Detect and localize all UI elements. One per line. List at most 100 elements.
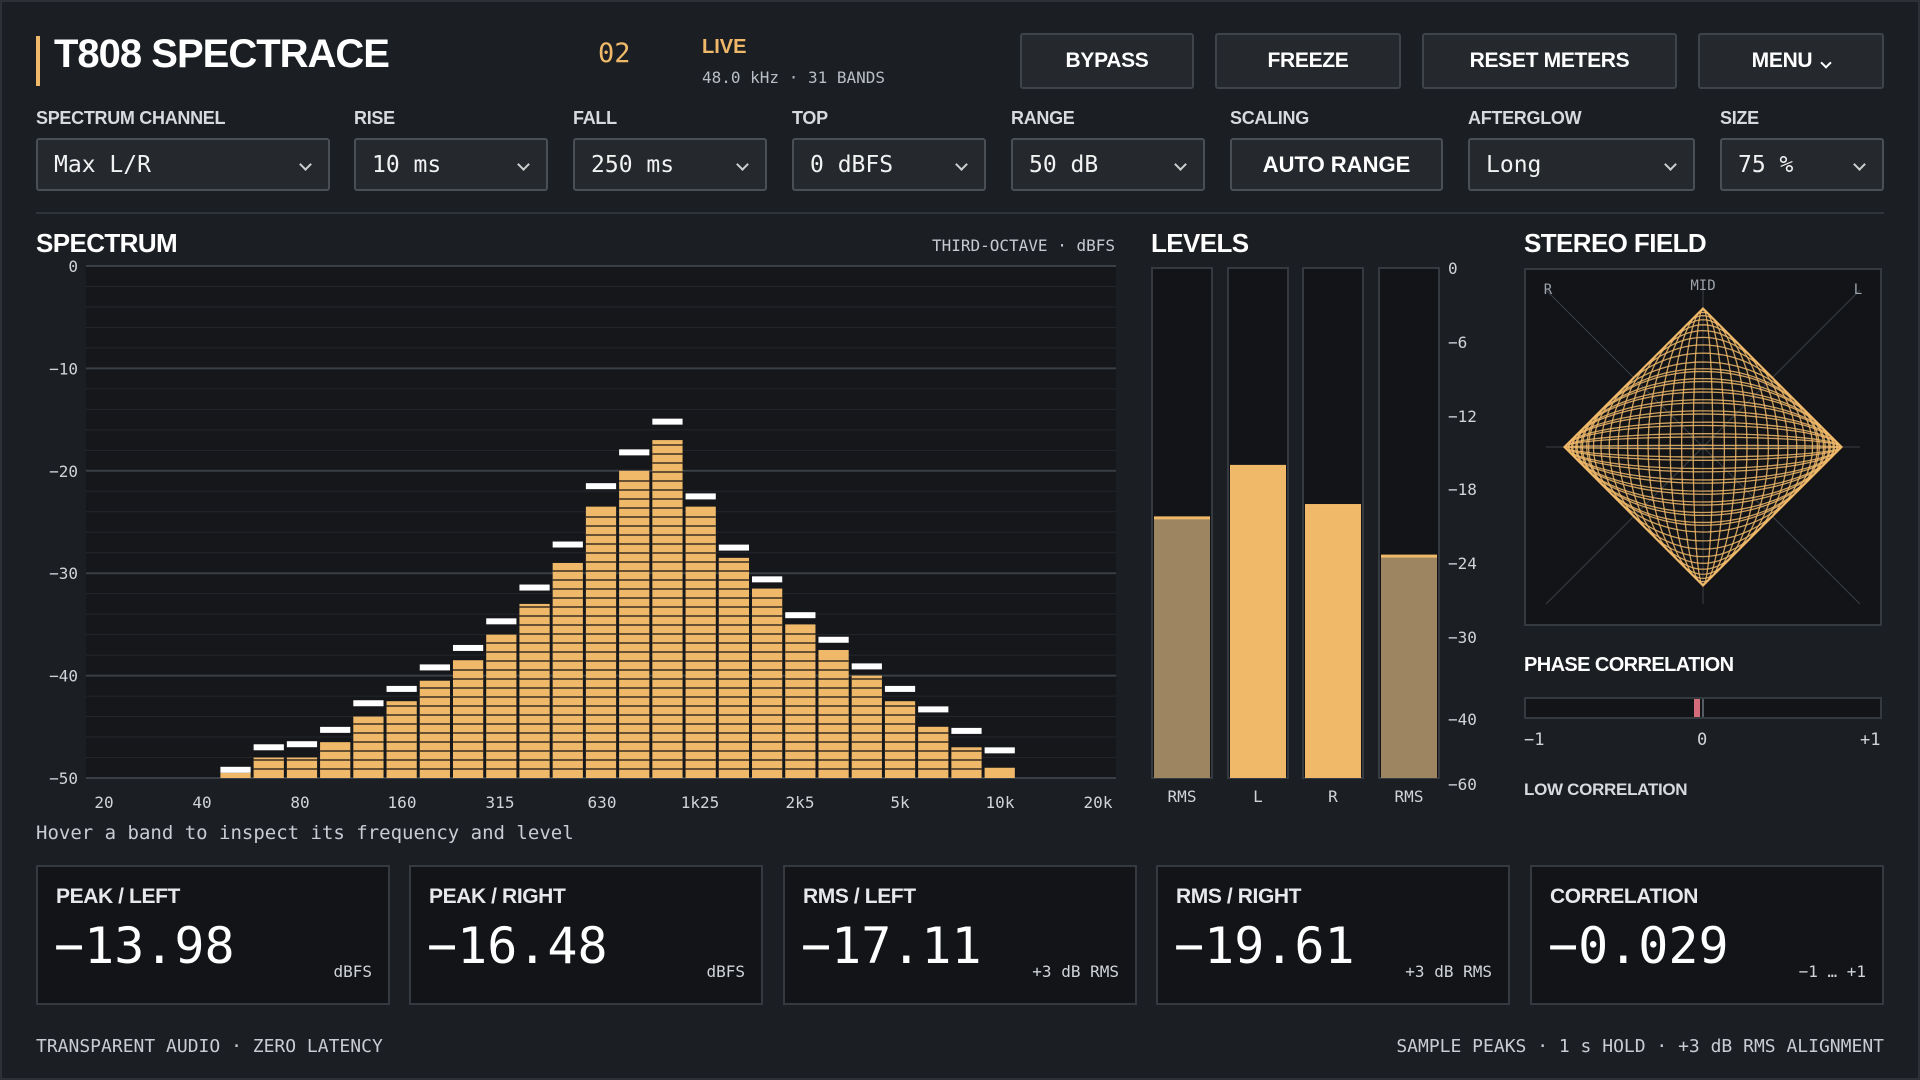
reset-meters-button[interactable]: RESET METERS xyxy=(1422,33,1677,89)
menu-button[interactable]: MENU xyxy=(1698,33,1884,89)
range-value: 50 dB xyxy=(1029,151,1099,178)
band-fill xyxy=(984,767,1015,778)
spectrum-band-bar xyxy=(519,603,550,778)
readout-rms-right: RMS / RIGHT −19.61 +3 dB RMS xyxy=(1156,865,1510,1005)
readout-unit: dBFS xyxy=(706,962,745,981)
peak-hold-marker xyxy=(652,418,683,425)
spectrum-band-bar xyxy=(818,650,849,778)
chevron-down-icon xyxy=(517,158,530,171)
freeze-button[interactable]: FREEZE xyxy=(1215,33,1401,89)
band-fill xyxy=(386,701,417,778)
controls-divider xyxy=(36,212,1884,214)
preset-number[interactable]: 02 xyxy=(598,38,631,69)
readout-peak-right: PEAK / RIGHT −16.48 dBFS xyxy=(409,865,763,1005)
afterglow-select[interactable]: Long xyxy=(1468,138,1695,191)
spectrum-band-bar xyxy=(785,624,816,778)
y-tick-label: −20 xyxy=(49,462,78,481)
top-select[interactable]: 0 dBFS xyxy=(792,138,986,191)
stereo-title: STEREO FIELD xyxy=(1524,228,1707,258)
meter-scale-label: −6 xyxy=(1448,333,1467,352)
spectrum-band-bar xyxy=(486,634,517,778)
spectrum-band-bar xyxy=(286,757,318,778)
band-fill xyxy=(851,675,882,778)
trace-line xyxy=(1608,344,1798,550)
peak-hold-marker xyxy=(718,544,750,551)
y-tick-label: −10 xyxy=(49,359,78,378)
fall-value: 250 ms xyxy=(591,151,675,178)
footer-left: TRANSPARENT AUDIO · ZERO LATENCY xyxy=(36,1036,383,1057)
rms-level-bar xyxy=(1381,555,1437,778)
peak-hold-marker xyxy=(585,483,617,490)
spectrum-band-bar xyxy=(951,747,982,778)
spectrum-band-bar xyxy=(253,757,284,778)
spectrum-chart[interactable]: 0 −10 −20 −30 −40 −50 20 40 80 160 315 630 1k25 2k5 5k… xyxy=(36,250,1118,818)
meter-label: RMS xyxy=(1168,787,1197,806)
fall-label: FALL xyxy=(573,108,617,128)
trace-line xyxy=(1580,380,1826,514)
channel-label: SPECTRUM CHANNEL xyxy=(36,108,226,128)
stereo-label-left: L xyxy=(1854,282,1862,298)
readout-unit: +3 dB RMS xyxy=(1032,962,1119,981)
spectrum-band-bar xyxy=(320,742,351,778)
app-title: T808 SPECTRACE xyxy=(54,32,390,76)
x-tick-label: 160 xyxy=(388,793,417,812)
band-fill xyxy=(286,757,318,778)
readout-rms-left: RMS / LEFT −17.11 +3 dB RMS xyxy=(783,865,1137,1005)
phase-marker xyxy=(1693,699,1700,717)
spectrum-band-bar xyxy=(652,440,683,778)
rise-select[interactable]: 10 ms xyxy=(354,138,548,191)
x-tick-label: 630 xyxy=(588,793,617,812)
auto-range-button[interactable]: AUTO RANGE xyxy=(1230,138,1443,191)
rise-label: RISE xyxy=(354,108,395,128)
afterglow-label: AFTERGLOW xyxy=(1468,108,1582,128)
fall-select[interactable]: 250 ms xyxy=(573,138,767,191)
phase-title: PHASE CORRELATION xyxy=(1524,654,1734,676)
trace-line xyxy=(1692,308,1714,586)
band-fill xyxy=(452,660,484,778)
level-top-line xyxy=(1230,464,1286,468)
band-fill xyxy=(918,726,949,778)
readout-value: −13.98 xyxy=(54,917,235,975)
chevron-down-icon xyxy=(1853,158,1866,171)
trace-line xyxy=(1565,424,1841,470)
band-fill xyxy=(818,650,849,778)
x-tick-label: 2k5 xyxy=(786,793,815,812)
hover-hint: Hover a band to inspect its frequency an… xyxy=(36,822,574,844)
spectrum-band-bar xyxy=(918,726,949,778)
sample-rate-info: 48.0 kHz · 31 BANDS xyxy=(702,68,886,87)
peak-hold-marker xyxy=(253,744,284,751)
band-fill xyxy=(785,624,816,778)
chevron-down-icon xyxy=(955,158,968,171)
range-select[interactable]: 50 dB xyxy=(1011,138,1205,191)
spectrum-band-bar xyxy=(353,716,384,778)
band-fill xyxy=(951,747,982,778)
peak-hold-marker xyxy=(918,706,949,713)
peak-hold-marker xyxy=(386,685,417,692)
spectrum-band-bar xyxy=(552,562,583,778)
title-accent-bar xyxy=(36,36,40,86)
spectrum-band-bar xyxy=(619,470,650,778)
readout-value: −0.029 xyxy=(1548,917,1729,975)
size-select[interactable]: 75 % xyxy=(1720,138,1884,191)
trace-line xyxy=(1575,391,1831,503)
readout-label: PEAK / LEFT xyxy=(56,885,180,908)
peak-hold-marker xyxy=(619,449,650,456)
spectrum-band-bar xyxy=(585,506,617,778)
x-tick-label: 40 xyxy=(192,793,211,812)
peak-hold-marker xyxy=(984,747,1015,754)
bypass-button[interactable]: BYPASS xyxy=(1020,33,1194,89)
spectrum-channel-select[interactable]: Max L/R xyxy=(36,138,330,191)
readout-label: CORRELATION xyxy=(1550,885,1699,908)
spectrum-subtitle: THIRD-OCTAVE · dBFS xyxy=(931,236,1115,255)
chevron-down-icon xyxy=(1664,158,1677,171)
readout-peak-left: PEAK / LEFT −13.98 dBFS xyxy=(36,865,390,1005)
trace-line xyxy=(1669,311,1737,583)
meter-scale-label: −60 xyxy=(1448,775,1477,794)
level-top-line xyxy=(1154,516,1210,520)
band-fill xyxy=(519,603,550,778)
x-tick-label: 20 xyxy=(94,793,113,812)
chevron-down-icon xyxy=(1174,158,1187,171)
band-fill xyxy=(752,588,783,778)
phase-center-mark xyxy=(1702,699,1704,717)
